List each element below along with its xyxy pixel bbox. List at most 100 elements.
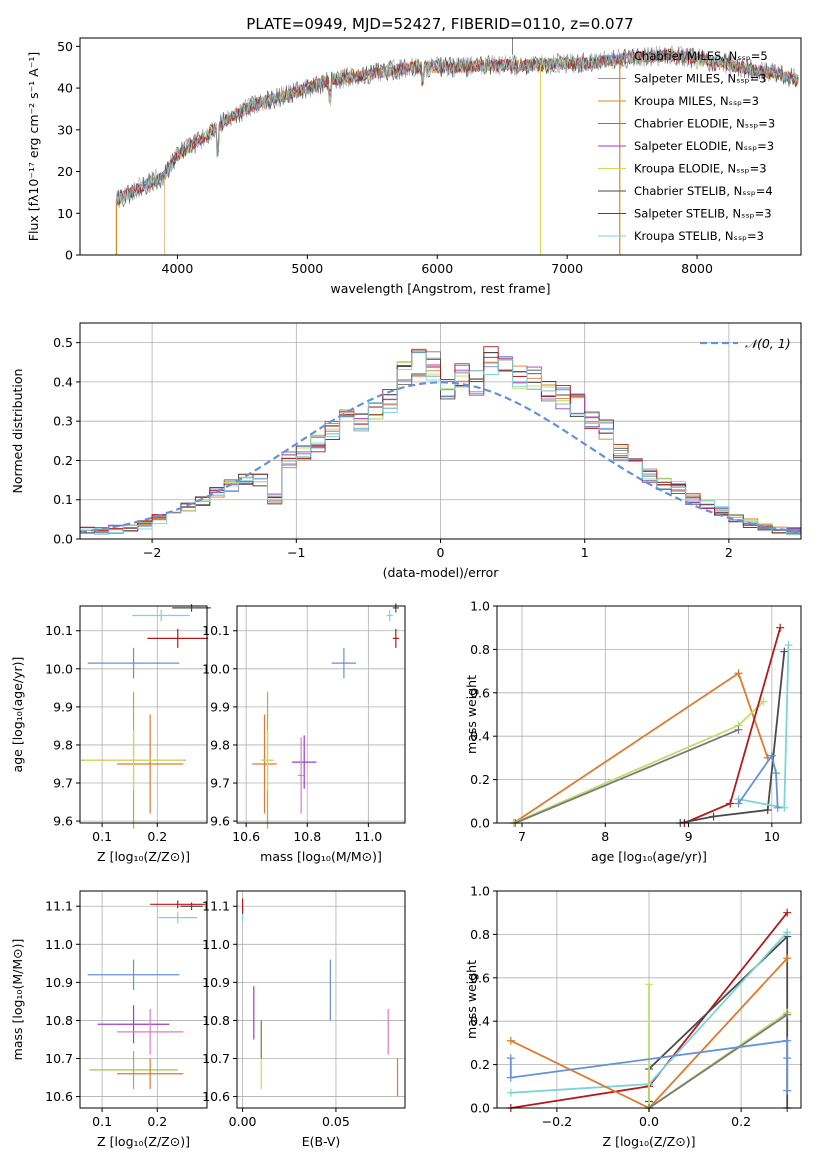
errorbar-group: [81, 604, 211, 829]
mass-weight-vs-metallicity-panel: −0.2 0.0 0.2 0.0 0.2 0.4 0.6 0.8 1.0 Z [log₁₀(Z/Z…: [464, 884, 802, 1149]
x-axis-label: Z [log₁₀(Z/Z⊙)]: [97, 849, 190, 864]
mass-weight-line: [737, 753, 779, 808]
grid: [237, 606, 405, 823]
y-tick-label: 10.8: [45, 1013, 73, 1028]
mass-weight-marker: [506, 1054, 515, 1063]
plot-frame: [79, 890, 208, 1109]
y-tick-label: 0.4: [470, 1014, 490, 1029]
mass-weight-line: [648, 1013, 788, 1109]
x-tick-label: 6000: [421, 261, 453, 276]
mass-weight-marker: [783, 928, 792, 937]
y-tick-label: 0.1: [53, 492, 73, 507]
x-axis-label: age [log₁₀(age/yr)]: [591, 849, 707, 864]
y-tick-label: 9.7: [210, 776, 230, 791]
x-axis-label: mass [log₁₀(M/M⊙)]: [260, 849, 382, 864]
y-tick-label: 20: [57, 164, 73, 179]
plot-frame: [496, 605, 802, 824]
y-tick-label: 10.1: [45, 623, 73, 638]
mass-weight-marker: [772, 769, 781, 778]
histogram-step: [79, 346, 801, 539]
y-axis-label: mass [log₁₀(M/M⊙)]: [10, 939, 25, 1061]
x-tick-label: 7: [518, 829, 526, 844]
mass-weight-marker: [734, 799, 743, 808]
mass-weight-line: [738, 645, 790, 809]
y-tick-label: 10.0: [202, 661, 230, 676]
y-tick-label: 10.7: [202, 1051, 230, 1066]
x-tick-label: 0.2: [731, 1114, 751, 1129]
mass-weight-marker: [506, 1088, 515, 1097]
spectrum-line: [116, 49, 799, 205]
mass-weight-marker: [767, 751, 776, 760]
x-tick-label: 8: [601, 829, 609, 844]
legend-label: Kroupa STELIB, Nₛₛₚ=3: [634, 229, 764, 243]
normal-curve: [79, 381, 802, 534]
x-tick-label: −2: [143, 545, 161, 560]
legend-label: Kroupa ELODIE, Nₛₛₚ=3: [634, 162, 767, 176]
mass-weight-marker: [783, 1010, 792, 1019]
grid: [80, 891, 207, 1108]
y-tick-label: 0: [65, 248, 73, 263]
y-tick-label: 10.0: [45, 661, 73, 676]
x-tick-label: 0.1: [92, 1114, 112, 1129]
mass-weight-marker: [645, 980, 653, 989]
age-vs-metallicity-panel: 0.1 0.2 9.6 9.7 9.8 9.9 10.0 10.1 Z [log₁₀(Z/Z⊙)…: [10, 604, 211, 864]
legend-label: Chabrier MILES, Nₛₛₚ=5: [634, 49, 768, 63]
y-tick-label: 10.6: [45, 1089, 73, 1104]
x-tick-label: 11.0: [354, 829, 382, 844]
legend-label: Salpeter MILES, Nₛₛₚ=3: [634, 72, 767, 86]
mass-weight-marker: [783, 908, 792, 917]
x-tick-label: 7000: [551, 261, 583, 276]
plot-frame: [79, 37, 802, 256]
mass-weight-marker: [759, 697, 768, 706]
histogram-panel: −2 −1 0 1 2 0.0 0.1 0.2 0.3 0.4 0.5 (data-model)/er…: [10, 322, 802, 580]
mass-weight-marker: [784, 641, 793, 650]
y-tick-label: 0.4: [53, 374, 73, 389]
mass-weight-line: [648, 934, 789, 1108]
spectrum-panel: 4000 5000 6000 7000 8000 0 10 20 30 40 50 wavelengt…: [26, 15, 802, 296]
plot-frame: [236, 605, 406, 824]
y-axis-label: Normed distribution: [10, 369, 25, 494]
x-tick-label: 9: [685, 829, 693, 844]
plot-frame: [236, 890, 406, 1109]
y-tick-label: 9.8: [53, 737, 73, 752]
x-tick-label: 10: [764, 829, 780, 844]
mass-weight-line: [513, 671, 769, 824]
y-tick-label: 30: [57, 122, 73, 137]
x-tick-label: 0.2: [147, 1114, 167, 1129]
mass-weight-marker: [709, 812, 718, 821]
y-tick-label: 40: [57, 81, 73, 96]
y-tick-label: 11.1: [202, 899, 230, 914]
x-tick-label: 0: [437, 545, 445, 560]
mass-weight-marker: [783, 1086, 792, 1095]
legend-label: Chabrier STELIB, Nₛₛₚ=4: [634, 184, 773, 198]
mass-weight-vs-age-panel: 7 8 9 10 0.0 0.2 0.4 0.6 0.8 1.0 age [log₁₀(age/yr…: [464, 599, 802, 864]
y-tick-label: 0.2: [470, 1057, 490, 1072]
mass-vs-extinction-panel: 0.00 0.05 10.6 10.7 10.8 10.9 11.0 11.1 E(B-V): [202, 890, 406, 1149]
plot-frame: [79, 605, 208, 824]
y-axis-label: age [log₁₀(age/yr)]: [10, 657, 25, 773]
mass-weight-marker: [734, 725, 743, 734]
mass-weight-marker: [506, 1036, 515, 1045]
x-tick-label: 0.1: [92, 829, 112, 844]
y-tick-label: 9.9: [210, 699, 230, 714]
mass-weight-line: [680, 651, 786, 824]
y-tick-label: 11.0: [202, 937, 230, 952]
y-tick-label: 10.7: [45, 1051, 73, 1066]
y-tick-label: 0.2: [470, 772, 490, 787]
histogram-series-group: [79, 346, 801, 539]
age-vs-mass-panel: 10.6 10.8 11.0 9.6 9.7 9.8 9.9 10.0 10.1 mass [lo…: [202, 603, 406, 864]
y-tick-label: 1.0: [470, 884, 490, 899]
mass-weight-series-group: [509, 623, 793, 827]
x-tick-label: −1: [287, 545, 305, 560]
mass-weight-marker: [773, 803, 782, 812]
legend-label: Salpeter STELIB, Nₛₛₚ=3: [634, 207, 772, 221]
mass-vs-metallicity-panel: 0.1 0.2 10.6 10.7 10.8 10.9 11.0 11.1 Z [log₁₀(Z…: [10, 890, 208, 1149]
mass-weight-marker: [783, 1036, 792, 1045]
mass-weight-series-group: [506, 908, 792, 1112]
y-tick-label: 0.3: [53, 414, 73, 429]
mass-weight-marker: [780, 647, 789, 656]
x-axis-label: wavelength [Angstrom, rest frame]: [330, 281, 550, 296]
x-axis-label: Z [log₁₀(Z/Z⊙)]: [603, 1134, 696, 1149]
y-tick-label: 10.9: [45, 975, 73, 990]
